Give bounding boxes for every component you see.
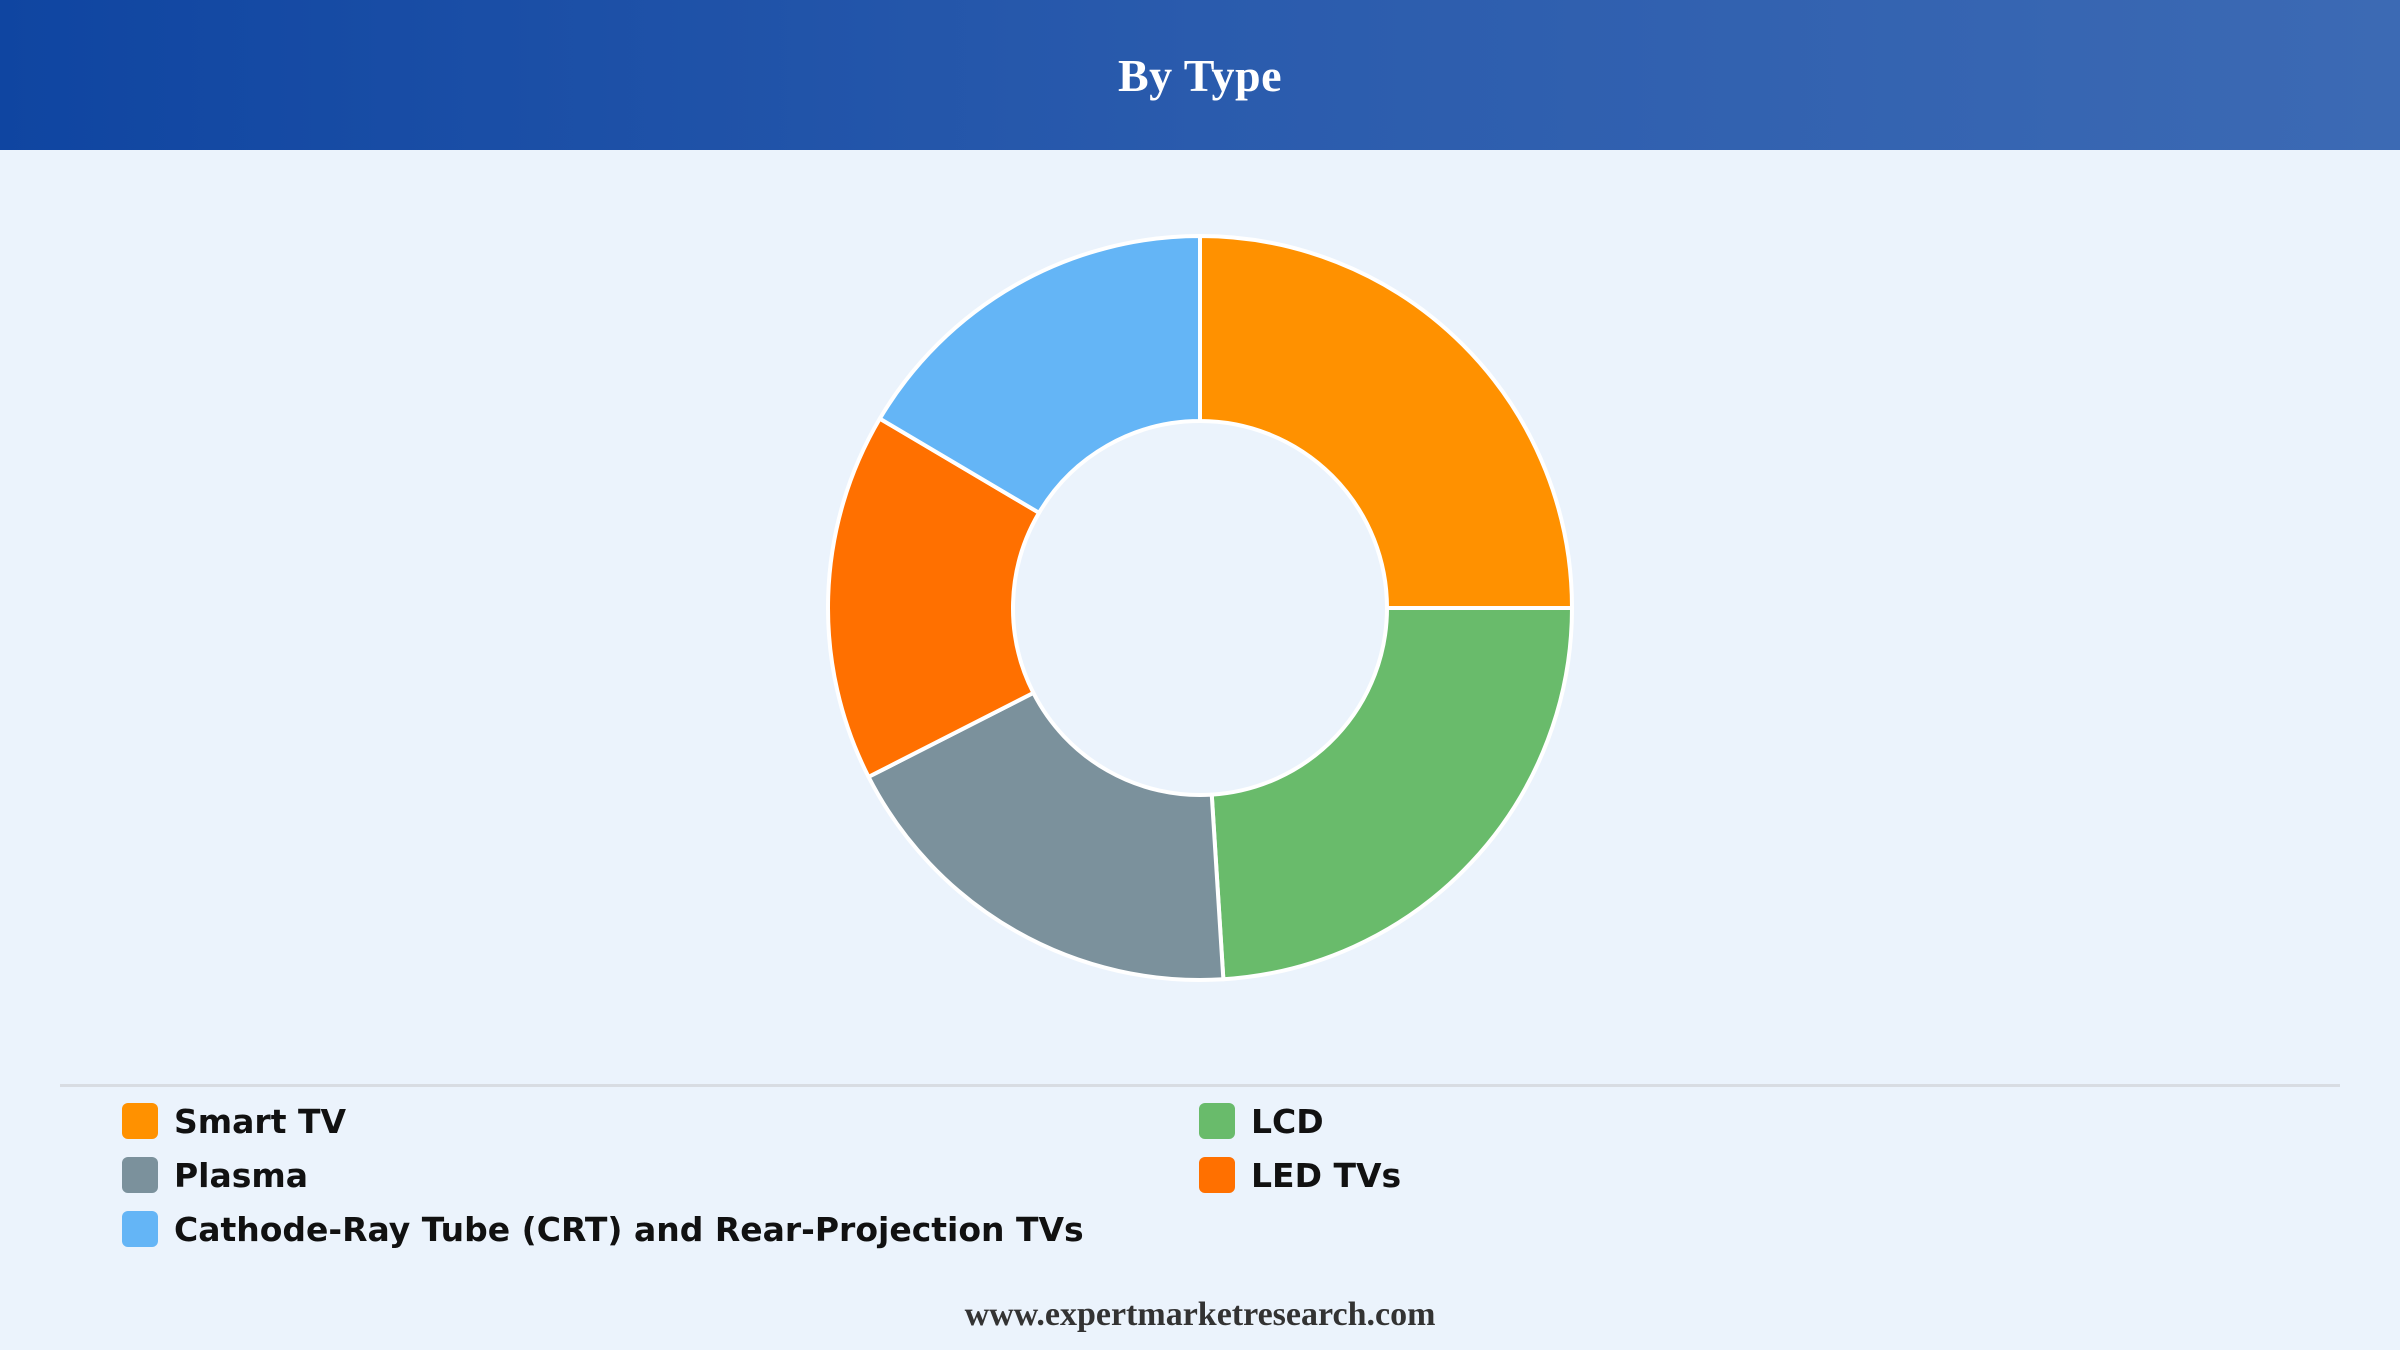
legend-swatch-smart-tv	[122, 1103, 158, 1139]
chart-title: By Type	[1117, 49, 1283, 101]
legend-label-lcd: LCD	[1251, 1101, 1324, 1141]
legend-swatch-lcd	[1199, 1103, 1235, 1139]
legend-swatch-crt-rear-projection	[122, 1211, 158, 1247]
chart-legend: Smart TV LCD Plasma LED TVs Cathode-Ray …	[122, 1094, 2322, 1256]
legend-swatch-led-tvs	[1199, 1157, 1235, 1193]
legend-label-led-tvs: LED TVs	[1251, 1155, 1402, 1195]
donut-chart	[826, 234, 1574, 982]
donut-slice-lcd	[1209, 606, 1574, 982]
legend-item-plasma: Plasma	[122, 1148, 1199, 1202]
donut-slice-led-tvs	[826, 416, 1042, 779]
legend-item-lcd: LCD	[1199, 1094, 2199, 1148]
donut-slice-cathode-ray-tube-crt-and-rear-projection-tvs	[877, 234, 1202, 515]
chart-header: By Type	[0, 0, 2400, 150]
chart-area	[0, 150, 2400, 1080]
legend-swatch-plasma	[122, 1157, 158, 1193]
donut-slice-smart-tv	[1198, 234, 1574, 610]
legend-label-smart-tv: Smart TV	[174, 1101, 347, 1141]
donut-slice-plasma	[866, 690, 1226, 982]
legend-item-smart-tv: Smart TV	[122, 1094, 1199, 1148]
source-footer: www.expertmarketresearch.com	[964, 1296, 1436, 1333]
legend-divider	[60, 1084, 2340, 1087]
legend-label-plasma: Plasma	[174, 1155, 309, 1195]
legend-item-crt-rear-projection: Cathode-Ray Tube (CRT) and Rear-Projecti…	[122, 1202, 1199, 1256]
legend-label-crt-rear-projection: Cathode-Ray Tube (CRT) and Rear-Projecti…	[174, 1209, 1084, 1249]
legend-item-led-tvs: LED TVs	[1199, 1148, 2199, 1202]
